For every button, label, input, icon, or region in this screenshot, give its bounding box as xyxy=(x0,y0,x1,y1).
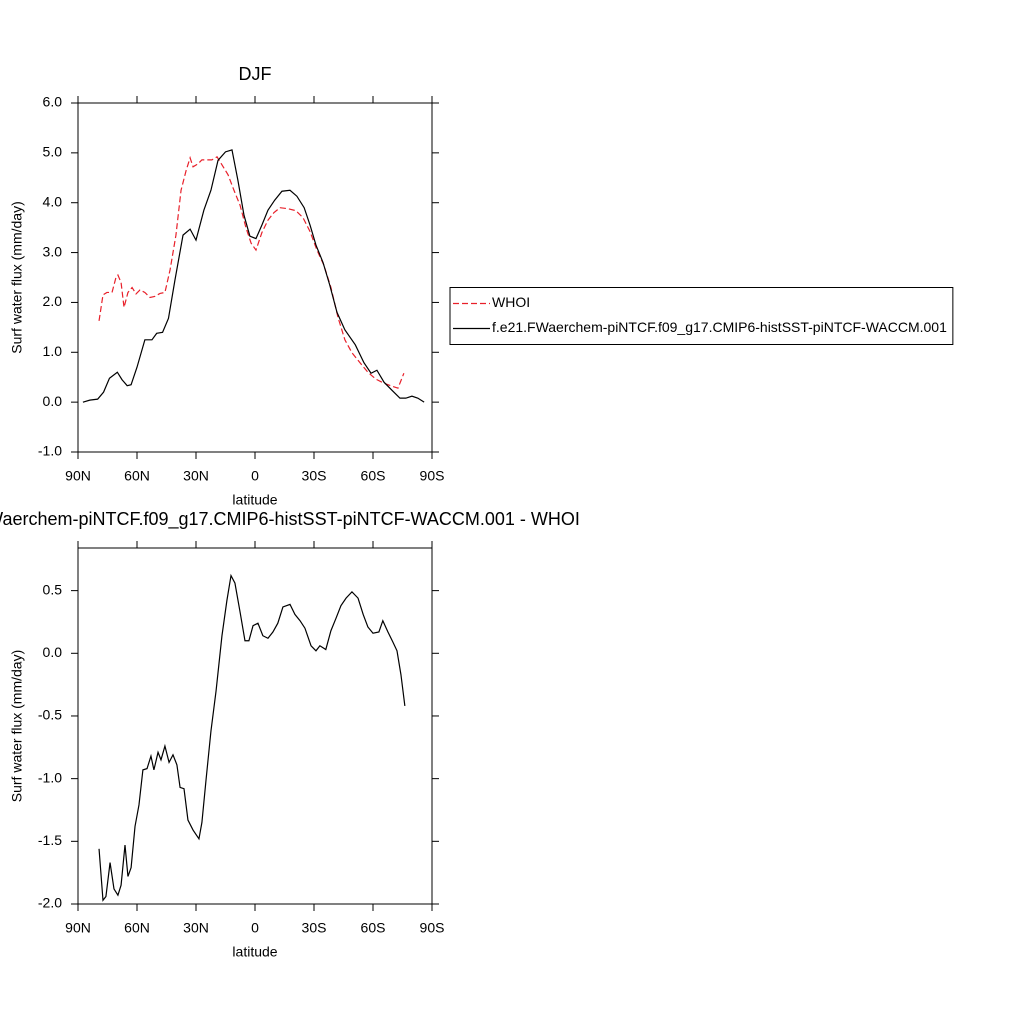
data-line xyxy=(98,573,406,902)
x-tick-label: 60N xyxy=(124,468,150,484)
y-tick-label: 0.0 xyxy=(43,644,63,660)
x-tick-label: 30S xyxy=(302,468,327,484)
y-tick-label: 0.5 xyxy=(43,581,63,597)
x-tick-label: 90N xyxy=(65,920,91,936)
y-tick-label: -1.0 xyxy=(38,443,62,459)
y-tick-label: 5.0 xyxy=(43,144,63,160)
chart-title: DJF xyxy=(239,64,272,84)
y-tick-label: 6.0 xyxy=(43,94,63,110)
y-tick-label: 2.0 xyxy=(43,293,63,309)
x-tick-label: 60S xyxy=(361,920,386,936)
x-tick-label: 0 xyxy=(251,920,259,936)
x-tick-label: 90N xyxy=(65,468,91,484)
x-tick-label: 30N xyxy=(183,468,209,484)
y-tick-label: -1.0 xyxy=(38,769,62,785)
x-tick-label: 30S xyxy=(302,920,327,936)
y-axis-label: Surf water flux (mm/day) xyxy=(9,201,25,353)
y-tick-label: 0.0 xyxy=(43,393,63,409)
y-tick-label: -1.5 xyxy=(38,832,62,848)
x-tick-label: 60N xyxy=(124,920,150,936)
data-line xyxy=(98,155,405,389)
x-tick-label: 0 xyxy=(251,468,259,484)
x-axis-label: latitude xyxy=(232,492,277,508)
x-tick-label: 60S xyxy=(361,468,386,484)
y-tick-label: -2.0 xyxy=(38,895,62,911)
chart-title: f.e21.FWaerchem-piNTCF.f09_g17.CMIP6-his… xyxy=(0,509,580,530)
y-tick-label: 3.0 xyxy=(43,243,63,259)
legend-label: WHOI xyxy=(492,294,530,310)
legend-label: f.e21.FWaerchem-piNTCF.f09_g17.CMIP6-his… xyxy=(492,319,947,335)
x-tick-label: 30N xyxy=(183,920,209,936)
x-tick-label: 90S xyxy=(420,468,445,484)
plot-frame xyxy=(77,547,433,905)
y-tick-label: -0.5 xyxy=(38,707,62,723)
x-axis-label: latitude xyxy=(232,944,277,960)
x-tick-label: 90S xyxy=(420,920,445,936)
legend-frame xyxy=(449,287,954,345)
y-tick-label: 1.0 xyxy=(43,343,63,359)
plot-frame xyxy=(77,102,433,453)
y-tick-label: 4.0 xyxy=(43,193,63,209)
y-axis-label: Surf water flux (mm/day) xyxy=(9,650,25,802)
data-line xyxy=(82,149,425,403)
